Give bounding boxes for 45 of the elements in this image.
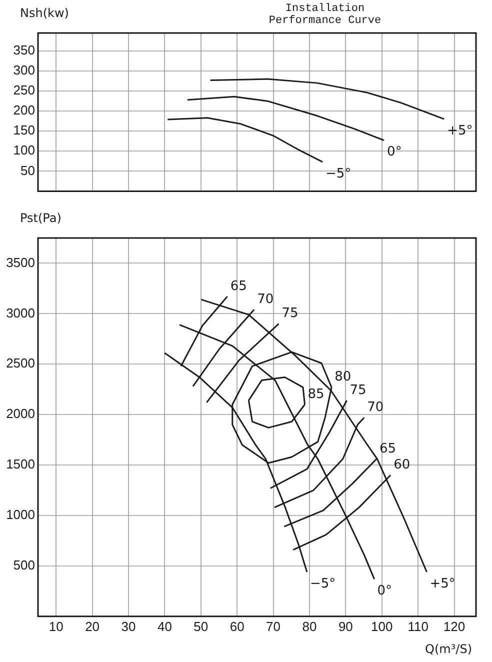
x-tick-label: 110	[408, 618, 428, 634]
series-label: 0°	[377, 583, 392, 598]
series-label: 0°	[387, 144, 402, 160]
series-label: 80	[334, 370, 352, 385]
series-label: −5°	[310, 576, 336, 592]
y-tick-label: 200	[13, 102, 35, 118]
x-tick-label: 120	[443, 618, 466, 634]
x-tick-label: 60	[230, 618, 244, 634]
y-tick-label: 2500	[6, 356, 35, 371]
series-label: +5°	[430, 576, 456, 592]
x-tick-label: 80	[302, 618, 317, 634]
series-label: 75	[282, 306, 298, 322]
y-tick-label: 3000	[6, 305, 35, 320]
series-label: 75	[350, 382, 366, 398]
y-tick-label: 100	[13, 142, 35, 158]
x-tick-label: 90	[338, 618, 353, 634]
y-tick-label: 300	[13, 62, 35, 78]
y-tick-label: 150	[13, 122, 35, 138]
x-tick-label: 10	[48, 618, 64, 634]
y-tick-label: 250	[13, 82, 35, 98]
x-tick-label: 70	[266, 618, 281, 634]
y-tick-label: 500	[13, 558, 35, 573]
x-axis-title: Q(m³/S)	[425, 642, 472, 656]
x-tick-label: 20	[85, 618, 100, 634]
x-tick-label: 50	[194, 618, 208, 634]
y-tick-label: 350	[13, 42, 35, 58]
y-tick-label: 50	[20, 162, 35, 178]
series-label: 70	[257, 292, 274, 308]
y-tick-label: 1000	[6, 507, 35, 522]
y-tick-label: 3500	[6, 254, 35, 270]
series-label: 60	[394, 458, 410, 473]
series-label: 85	[308, 386, 324, 402]
x-tick-label: 40	[157, 618, 172, 634]
y-axis-title: Pst(Pa)	[20, 211, 62, 225]
series-label: −5°	[326, 166, 352, 182]
series-label: +5°	[447, 123, 473, 138]
series-label: 70	[367, 400, 384, 415]
y-tick-label: 1500	[6, 456, 35, 472]
x-tick-label: 30	[121, 618, 136, 634]
y-axis-title: Nsh(kw)	[20, 6, 69, 20]
series-label: 65	[230, 278, 247, 294]
series-label: 65	[379, 441, 396, 456]
x-tick-label: 100	[371, 618, 393, 634]
y-tick-label: 2000	[6, 406, 35, 422]
chart-title: Installation Performance Curve	[268, 3, 382, 27]
